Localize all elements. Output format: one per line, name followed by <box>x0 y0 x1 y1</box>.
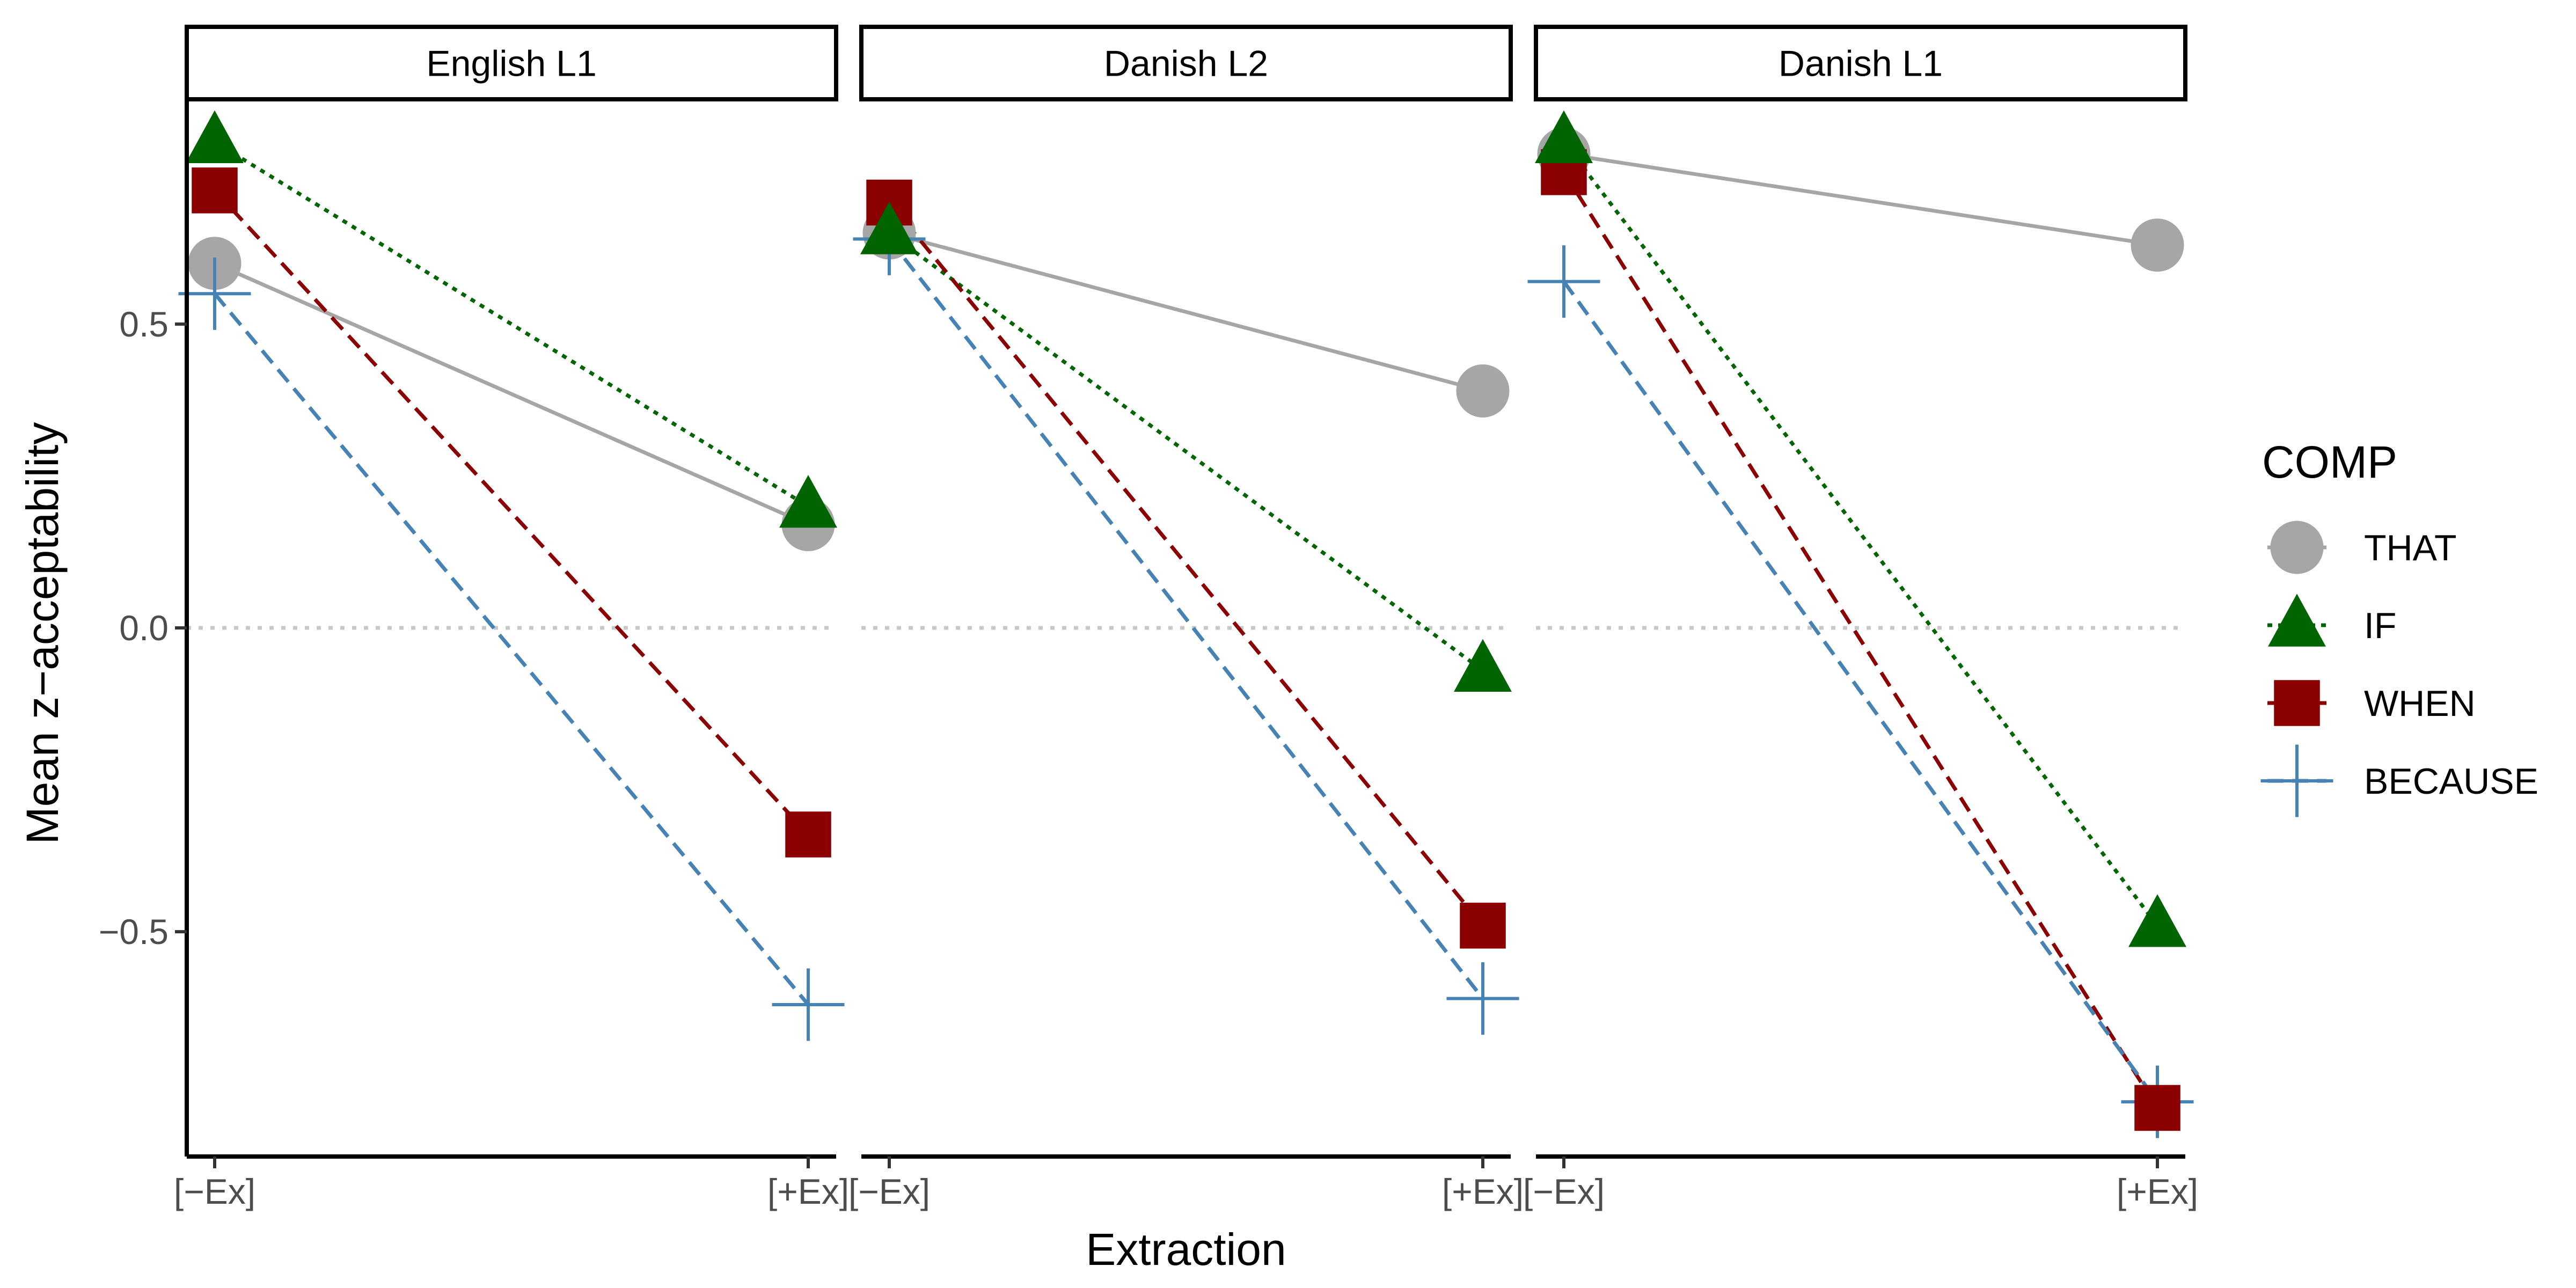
x-tick-label: [−Ex] <box>174 1172 255 1211</box>
legend: COMP THAT IF WHEN BECAUSE <box>2260 437 2538 817</box>
series-line-because <box>1562 280 2159 1103</box>
point-because-minus-ex <box>178 257 251 330</box>
point-when-minus-ex <box>192 167 238 214</box>
x-tick-label: [−Ex] <box>1523 1172 1605 1211</box>
legend-key-marker <box>2274 680 2320 726</box>
panel-strip <box>1534 25 2187 101</box>
y-axis-title: Mean z−acceptability <box>17 422 68 845</box>
series-line-when <box>213 189 810 836</box>
panel-strip-label: English L1 <box>426 43 597 84</box>
point-that-plus-ex <box>2131 218 2184 272</box>
legend-item-if: IF <box>2267 594 2396 647</box>
legend-key-marker <box>2268 594 2326 647</box>
panel-strip-label: Danish L1 <box>1779 43 1943 84</box>
point-because-plus-ex <box>1446 962 1519 1035</box>
series-markers <box>178 110 845 1041</box>
y-tick-label: 0.0 <box>119 608 169 648</box>
series-lines <box>888 201 1484 1000</box>
x-tick-label: [+Ex] <box>1442 1172 1524 1211</box>
panel-english-l1: English L1 <box>178 25 845 1041</box>
legend-item-because: BECAUSE <box>2260 744 2538 817</box>
series-line-when <box>1562 171 2159 1109</box>
series-line-if <box>214 140 809 508</box>
point-because-minus-ex <box>1527 245 1600 318</box>
panel-strip <box>185 25 838 101</box>
series-line-because <box>213 292 810 1006</box>
legend-label: WHEN <box>2364 683 2476 724</box>
panel-strip-label: Danish L2 <box>1104 43 1268 84</box>
legend-item-that: THAT <box>2267 521 2457 574</box>
series-line-that <box>889 231 1483 393</box>
point-when-plus-ex <box>2134 1085 2180 1131</box>
point-if-minus-ex <box>860 201 918 254</box>
point-that-plus-ex <box>1456 364 1510 418</box>
point-when-plus-ex <box>1460 903 1506 949</box>
panel-strip <box>859 25 1513 101</box>
point-when-plus-ex <box>785 811 831 858</box>
x-tick-label: [+Ex] <box>767 1172 849 1211</box>
series-line-that <box>1563 152 2158 247</box>
legend-title: COMP <box>2262 437 2397 487</box>
series-line-that <box>214 261 809 526</box>
y-tick-label: 0.5 <box>119 304 169 344</box>
series-line-if <box>1562 141 2159 927</box>
series-lines <box>1562 141 2159 1109</box>
legend-item-when: WHEN <box>2267 680 2476 726</box>
legend-key-marker <box>2260 744 2333 817</box>
x-axis-title: Extraction <box>1086 1224 1286 1275</box>
series-lines <box>213 140 810 1006</box>
point-if-plus-ex <box>1454 639 1512 692</box>
x-tick-label: [+Ex] <box>2117 1172 2198 1211</box>
point-if-plus-ex <box>2128 894 2186 947</box>
series-line-if <box>888 231 1484 672</box>
series-line-when <box>888 201 1484 927</box>
point-because-plus-ex <box>772 968 845 1041</box>
legend-label: THAT <box>2364 528 2457 568</box>
series-markers <box>853 179 1519 1035</box>
series-line-because <box>888 238 1484 1000</box>
panels-layer: English L1 Danish L2 Danish L1 <box>178 25 2194 1138</box>
legend-key-marker <box>2270 521 2324 574</box>
panel-danish-l1: Danish L1 <box>1527 25 2194 1138</box>
panel-danish-l2: Danish L2 <box>853 25 1519 1035</box>
series-markers <box>1527 110 2194 1138</box>
x-tick-label: [−Ex] <box>848 1172 930 1211</box>
point-if-minus-ex <box>186 110 244 163</box>
legend-items: THAT IF WHEN BECAUSE <box>2260 521 2538 817</box>
y-tick-label: −0.5 <box>99 912 169 952</box>
axes-layer: [−Ex] [+Ex][−Ex] [+Ex][−Ex] [+Ex]0.50.0−0.5 <box>99 99 2198 1211</box>
point-if-minus-ex <box>1535 110 1593 163</box>
legend-label: IF <box>2364 605 2396 646</box>
point-if-plus-ex <box>779 474 837 528</box>
legend-label: BECAUSE <box>2364 761 2538 802</box>
